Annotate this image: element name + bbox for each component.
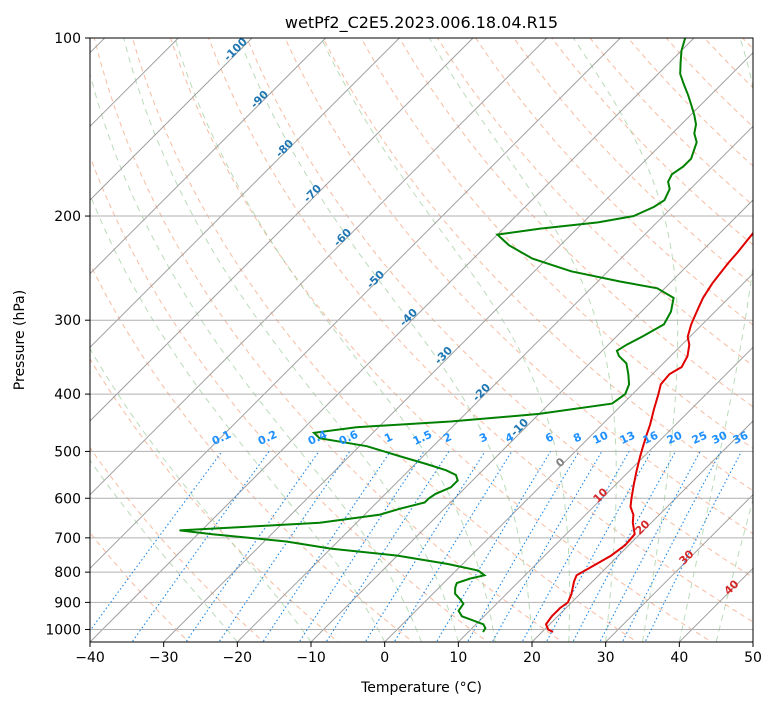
x-tick-label: 40 — [670, 650, 688, 666]
y-tick-label: 100 — [54, 31, 81, 47]
y-tick-label: 800 — [54, 565, 81, 581]
y-tick-label: 900 — [54, 595, 81, 611]
x-tick-label: 0 — [380, 650, 389, 666]
x-axis-label: Temperature (°C) — [360, 680, 482, 696]
x-tick-label: 50 — [744, 650, 762, 666]
x-tick-label: −20 — [223, 650, 253, 666]
x-tick-label: 10 — [449, 650, 467, 666]
x-tick-label: 20 — [523, 650, 541, 666]
y-axis-label: Pressure (hPa) — [12, 290, 28, 390]
y-tick-label: 700 — [54, 531, 81, 547]
x-tick-label: 30 — [597, 650, 615, 666]
y-tick-label: 600 — [54, 491, 81, 507]
y-tick-label: 1000 — [45, 622, 81, 638]
x-tick-label: −30 — [149, 650, 179, 666]
x-tick-label: −40 — [75, 650, 105, 666]
y-tick-label: 400 — [54, 387, 81, 403]
y-tick-label: 200 — [54, 209, 81, 225]
x-tick-label: −10 — [296, 650, 326, 666]
y-tick-label: 500 — [54, 444, 81, 460]
y-tick-label: 300 — [54, 313, 81, 329]
chart-title: wetPf2_C2E5.2023.006.18.04.R15 — [285, 13, 558, 33]
